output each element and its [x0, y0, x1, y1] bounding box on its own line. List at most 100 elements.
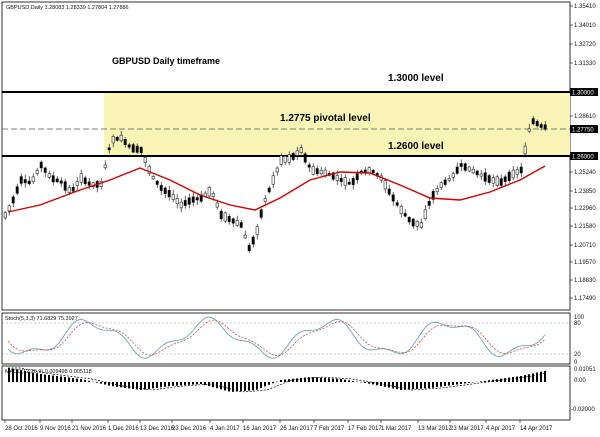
price-tick: 1.22960: [574, 206, 596, 212]
candle: [207, 186, 211, 197]
price-tick: 1.18830: [574, 278, 596, 284]
candle: [515, 169, 519, 175]
symbol-info: GBPUSD,Daily 1.28083 1.28339 1.27804 1.2…: [6, 5, 129, 11]
candle: [71, 187, 75, 192]
candle: [319, 169, 323, 175]
macd-bar: [64, 377, 66, 382]
candle: [495, 176, 499, 186]
candle: [403, 213, 407, 217]
candle: [55, 178, 59, 183]
time-label: 28 Oct 2016: [5, 426, 38, 432]
svg-text:1.27750: 1.27750: [572, 128, 594, 134]
candle: [383, 180, 387, 190]
candle: [147, 166, 151, 174]
stoch-main-line: [7, 316, 546, 359]
macd-bar: [520, 376, 522, 382]
macd-label: MACD(12,26,9) 0.009498 0.005118: [5, 369, 92, 375]
candle: [139, 147, 143, 153]
macd-bar: [528, 374, 530, 382]
candle: [339, 178, 343, 182]
macd-bar: [364, 382, 366, 383]
macd-bar: [56, 376, 58, 382]
macd-tick-zero: 0.00: [574, 378, 586, 384]
candle: [335, 175, 339, 181]
macd-bar: [128, 382, 130, 389]
price-tag-upper: 1.30000: [570, 88, 598, 97]
macd-tick-top: 0.01051: [574, 367, 596, 373]
macd-bar: [436, 382, 438, 388]
macd-bar: [524, 375, 526, 382]
macd-bar: [416, 382, 418, 389]
macd-bar: [228, 382, 230, 392]
macd-bar: [8, 368, 10, 382]
macd-bar: [132, 382, 134, 389]
macd-bar: [388, 382, 390, 388]
candle: [135, 145, 139, 153]
candle: [527, 128, 531, 132]
macd-bar: [432, 382, 434, 388]
macd-bar: [376, 382, 378, 386]
macd-bar: [352, 381, 354, 382]
macd-bar: [368, 382, 370, 384]
candle: [51, 175, 55, 183]
svg-text:1.26000: 1.26000: [572, 155, 594, 161]
candle: [235, 220, 239, 226]
macd-bar: [52, 375, 54, 382]
candle: [275, 167, 279, 173]
candle: [467, 166, 471, 172]
macd-bar: [160, 382, 162, 388]
candle: [427, 201, 431, 206]
macd-bar: [264, 382, 266, 387]
price-tick: 1.19570: [574, 260, 596, 266]
candle: [171, 194, 175, 200]
macd-bar: [296, 378, 298, 382]
macd-bar: [504, 378, 506, 382]
macd-bar: [12, 368, 14, 382]
candle: [167, 190, 171, 198]
macd-bar: [532, 373, 534, 382]
chart-title: GBPUSD Daily timeframe: [112, 56, 220, 66]
candle: [263, 198, 267, 202]
candle: [539, 124, 543, 128]
stoch-tick-80: 80: [574, 321, 581, 327]
candle: [475, 170, 479, 176]
candle: [195, 197, 199, 201]
macd-bar: [220, 382, 222, 390]
candle: [483, 172, 487, 182]
price-tick: 1.21580: [574, 224, 596, 230]
candle: [463, 163, 467, 171]
macd-bar: [332, 378, 334, 382]
label-1-3000: 1.3000 level: [388, 73, 444, 84]
candle: [471, 168, 475, 174]
candle: [83, 177, 87, 184]
time-axis: 28 Oct 2016 9 Nov 2016 21 Nov 2016 1 Dec 20…: [4, 420, 553, 432]
macd-bar: [188, 382, 190, 385]
macd-bar: [232, 382, 234, 392]
macd-bar: [40, 374, 42, 382]
svg-text:1.30000: 1.30000: [572, 91, 594, 97]
candle: [187, 197, 191, 205]
candle: [247, 244, 251, 252]
price-tick: 1.32720: [574, 42, 596, 48]
macd-bar: [500, 378, 502, 382]
time-label: 4 Apr 2017: [486, 426, 516, 432]
macd-bar: [372, 382, 374, 385]
candle: [155, 180, 159, 185]
macd-bar: [152, 382, 154, 389]
price-tick: 1.28610: [574, 114, 596, 120]
macd-bar: [204, 382, 206, 386]
time-label: 23 Mar 2017: [450, 426, 484, 432]
candle: [311, 166, 315, 175]
macd-bar: [464, 382, 466, 384]
macd-bar: [196, 382, 198, 385]
candle: [259, 209, 263, 218]
candle: [451, 173, 455, 178]
candle: [351, 178, 355, 186]
candle: [243, 234, 247, 239]
macd-bar: [308, 377, 310, 382]
candle: [7, 205, 11, 212]
candle: [87, 181, 91, 186]
time-label: 4 Jan 2017: [210, 426, 240, 432]
candle: [63, 181, 67, 191]
macd-bar: [20, 370, 22, 382]
